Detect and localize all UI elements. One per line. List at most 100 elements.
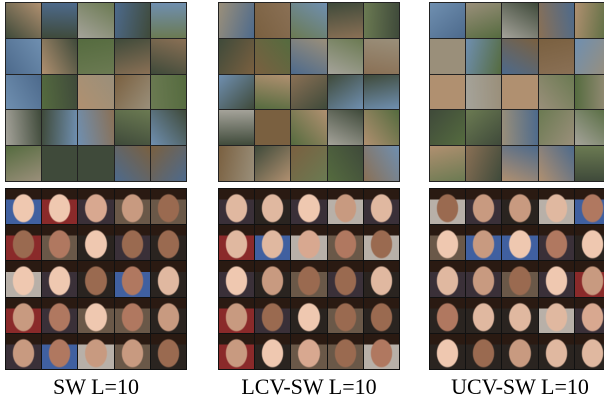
image-tile: [151, 298, 186, 333]
image-tile: [466, 39, 501, 74]
image-tile: [255, 146, 290, 181]
image-tile: [502, 3, 537, 38]
panel-label: LCV-SW L=10: [189, 374, 429, 400]
image-tile: [575, 334, 604, 369]
panel-label: UCV-SW L=10: [400, 374, 604, 400]
image-tile: [364, 298, 399, 333]
image-tile: [219, 261, 254, 296]
image-tile: [539, 225, 574, 260]
image-tile: [115, 75, 150, 110]
image-tile: [291, 146, 326, 181]
image-tile: [328, 110, 363, 145]
image-tile: [466, 225, 501, 260]
image-tile: [115, 261, 150, 296]
image-tile: [151, 261, 186, 296]
image-grid: [429, 2, 604, 182]
image-tile: [151, 189, 186, 224]
image-tile: [575, 75, 604, 110]
image-tile: [502, 261, 537, 296]
image-tile: [575, 146, 604, 181]
image-tile: [291, 39, 326, 74]
image-tile: [219, 225, 254, 260]
image-tile: [539, 75, 574, 110]
image-tile: [466, 334, 501, 369]
image-tile: [151, 75, 186, 110]
image-tile: [78, 261, 113, 296]
image-tile: [502, 334, 537, 369]
image-tile: [502, 39, 537, 74]
image-tile: [502, 110, 537, 145]
image-tile: [78, 39, 113, 74]
image-tile: [364, 225, 399, 260]
image-tile: [364, 146, 399, 181]
image-tile: [502, 146, 537, 181]
image-tile: [6, 225, 41, 260]
image-tile: [575, 39, 604, 74]
image-tile: [255, 189, 290, 224]
image-tile: [291, 225, 326, 260]
image-tile: [151, 146, 186, 181]
image-tile: [6, 3, 41, 38]
image-tile: [42, 39, 77, 74]
image-tile: [219, 3, 254, 38]
image-tile: [502, 189, 537, 224]
image-tile: [430, 39, 465, 74]
image-tile: [6, 146, 41, 181]
image-tile: [78, 110, 113, 145]
image-tile: [539, 298, 574, 333]
image-tile: [115, 39, 150, 74]
image-tile: [255, 3, 290, 38]
image-tile: [6, 189, 41, 224]
image-tile: [6, 75, 41, 110]
image-tile: [328, 334, 363, 369]
image-tile: [539, 334, 574, 369]
image-tile: [42, 75, 77, 110]
image-tile: [115, 225, 150, 260]
image-tile: [255, 334, 290, 369]
image-tile: [328, 298, 363, 333]
image-tile: [255, 110, 290, 145]
image-tile: [575, 3, 604, 38]
image-tile: [219, 39, 254, 74]
image-tile: [42, 298, 77, 333]
image-tile: [78, 75, 113, 110]
image-tile: [364, 3, 399, 38]
image-tile: [78, 298, 113, 333]
image-tile: [466, 146, 501, 181]
image-tile: [502, 225, 537, 260]
image-tile: [575, 189, 604, 224]
image-tile: [151, 334, 186, 369]
image-tile: [430, 298, 465, 333]
image-grid: [218, 188, 400, 370]
image-tile: [430, 75, 465, 110]
image-tile: [539, 146, 574, 181]
image-tile: [575, 110, 604, 145]
image-tile: [328, 3, 363, 38]
image-tile: [291, 110, 326, 145]
image-tile: [255, 261, 290, 296]
image-tile: [255, 75, 290, 110]
image-tile: [430, 189, 465, 224]
image-tile: [364, 75, 399, 110]
image-grid: [429, 188, 604, 370]
panel-label: SW L=10: [0, 374, 216, 400]
image-tile: [328, 39, 363, 74]
image-tile: [539, 39, 574, 74]
image-tile: [291, 261, 326, 296]
image-tile: [255, 298, 290, 333]
image-tile: [115, 146, 150, 181]
image-tile: [328, 261, 363, 296]
panel: [218, 2, 400, 370]
image-tile: [151, 3, 186, 38]
image-tile: [328, 225, 363, 260]
image-tile: [466, 3, 501, 38]
image-tile: [78, 146, 113, 181]
image-tile: [6, 110, 41, 145]
image-tile: [42, 146, 77, 181]
image-tile: [291, 189, 326, 224]
image-tile: [430, 146, 465, 181]
image-tile: [364, 189, 399, 224]
image-tile: [328, 75, 363, 110]
image-tile: [430, 334, 465, 369]
image-tile: [6, 334, 41, 369]
